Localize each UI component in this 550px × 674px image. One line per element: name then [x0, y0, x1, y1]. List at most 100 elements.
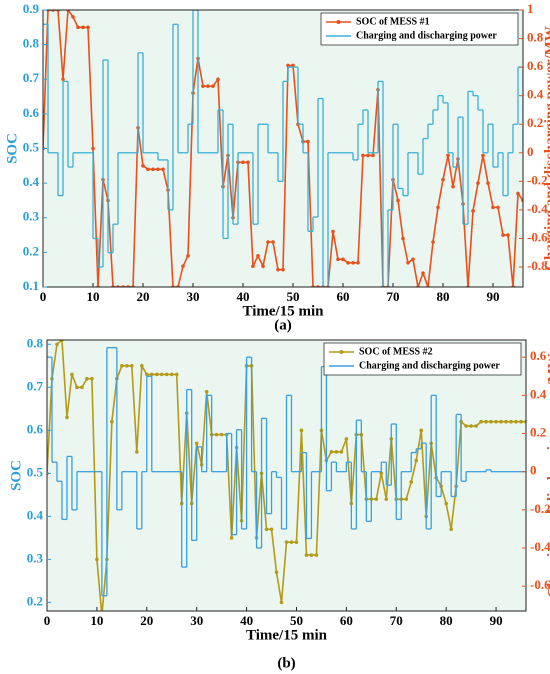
marker: [449, 527, 453, 532]
marker: [469, 424, 473, 428]
marker: [266, 240, 270, 244]
y2-tick-label: 0: [527, 144, 534, 159]
marker: [486, 181, 490, 185]
marker: [154, 372, 159, 377]
y-tick-label: 0.7: [27, 378, 44, 393]
marker: [141, 164, 145, 168]
marker: [476, 181, 480, 185]
marker: [149, 372, 154, 377]
x-tick-label: 90: [487, 289, 500, 304]
y2-tick-label: -0.2: [527, 172, 548, 187]
marker: [140, 364, 144, 368]
marker: [251, 264, 255, 269]
y2-tick-label: 0.2: [530, 424, 546, 439]
marker: [441, 177, 445, 182]
marker: [474, 424, 478, 428]
legend-marker: [339, 350, 344, 354]
marker: [161, 167, 165, 172]
marker: [421, 271, 425, 275]
y2-tick-label: -0.4: [527, 201, 548, 216]
marker: [281, 267, 285, 272]
marker: [314, 553, 319, 557]
marker: [396, 198, 400, 203]
marker: [55, 342, 59, 347]
y-tick-label: 0.5: [23, 139, 40, 154]
x-tick-label: 0: [40, 289, 47, 304]
marker: [65, 415, 69, 420]
marker: [361, 153, 365, 158]
marker: [135, 450, 139, 454]
marker: [216, 77, 220, 82]
marker: [334, 450, 339, 454]
x-tick-label: 20: [140, 613, 153, 628]
y2-tick-label: 0.4: [530, 386, 547, 401]
marker: [309, 553, 314, 557]
caption: (b): [277, 655, 295, 671]
marker: [444, 501, 448, 506]
y2-tick-label: 0: [530, 463, 537, 478]
y-tick-label: 0.5: [27, 464, 44, 479]
marker: [186, 254, 190, 258]
x-tick-label: 50: [287, 289, 300, 304]
marker: [306, 139, 310, 144]
legend-label: Charging and discharging power: [356, 30, 497, 41]
x-tick-label: 50: [290, 613, 303, 628]
marker: [406, 260, 410, 265]
marker: [146, 167, 150, 172]
marker: [341, 257, 345, 262]
marker: [201, 84, 205, 88]
x-tick-label: 60: [340, 613, 353, 628]
marker: [110, 419, 114, 424]
y2-tick-label: 0.8: [527, 30, 544, 45]
x-tick-label: 60: [337, 289, 350, 304]
marker: [344, 437, 349, 441]
marker: [496, 205, 500, 210]
marker: [246, 160, 250, 165]
y-tick-label: 0.6: [23, 105, 40, 120]
y-tick-label: 0.8: [27, 335, 44, 350]
y-axis-label: SOC: [4, 133, 20, 164]
marker: [409, 480, 414, 484]
marker: [181, 264, 185, 269]
marker: [71, 15, 75, 19]
y-tick-label: 0.8: [23, 36, 40, 51]
marker: [120, 364, 124, 368]
marker: [85, 376, 89, 381]
plot: [47, 340, 526, 611]
marker: [214, 432, 219, 437]
marker: [501, 233, 505, 237]
marker: [384, 497, 389, 501]
marker: [346, 260, 350, 265]
marker: [419, 428, 424, 433]
x-tick-label: 40: [240, 613, 253, 628]
legend-label: SOC of MESS #1: [356, 16, 430, 27]
marker: [159, 372, 164, 377]
y2-tick-label: 1: [527, 1, 534, 16]
marker: [206, 84, 210, 88]
marker: [379, 471, 384, 476]
x-tick-label: 70: [387, 289, 400, 304]
marker: [479, 419, 483, 424]
y2-tick-label: 0.6: [527, 58, 544, 73]
marker: [464, 424, 468, 428]
marker: [294, 540, 299, 544]
marker: [499, 419, 503, 424]
y2-tick-label: -0.2: [530, 501, 550, 516]
marker: [125, 364, 129, 368]
y2-tick-label: 0.6: [530, 348, 547, 363]
marker: [95, 557, 99, 562]
marker: [489, 419, 493, 424]
marker: [504, 419, 508, 424]
marker: [90, 376, 94, 381]
x-tick-label: 20: [137, 289, 150, 304]
marker: [356, 260, 360, 265]
y2-tick-label: 0.4: [527, 87, 544, 102]
legend-box: [320, 12, 519, 46]
marker: [506, 233, 510, 237]
x-tick-label: 80: [437, 289, 450, 304]
marker: [211, 84, 215, 88]
x-tick-label: 10: [90, 613, 103, 628]
marker: [509, 419, 513, 424]
marker: [261, 264, 265, 269]
